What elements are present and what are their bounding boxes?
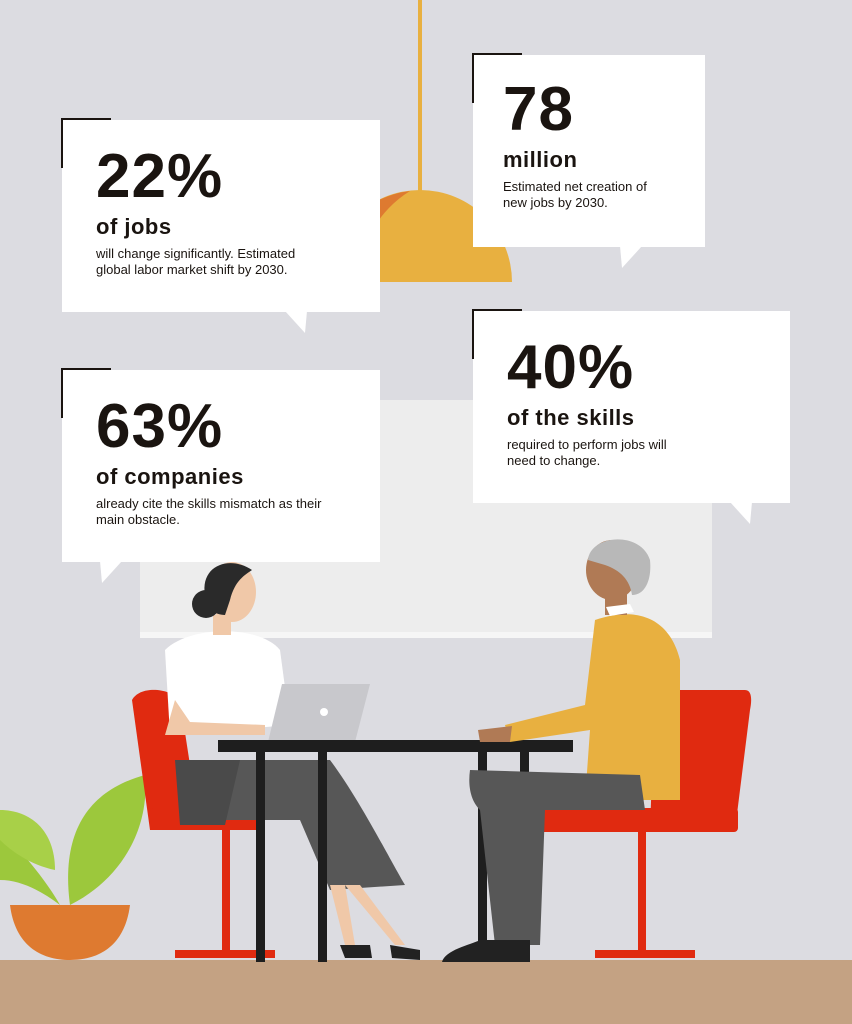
stat-description: will change significantly. Estimated glo… [96, 246, 296, 277]
potted-plant-icon [0, 775, 146, 960]
stat-description: Estimated net creation of new jobs by 20… [503, 179, 647, 210]
speech-tail [730, 502, 752, 524]
woman-figure [165, 562, 420, 960]
stat-description: required to perform jobs will need to ch… [507, 437, 667, 468]
stat-subtitle: of the skills [507, 405, 635, 430]
stat-number: 63% [96, 392, 224, 461]
speech-tail [620, 246, 642, 268]
corner-bracket [472, 53, 522, 103]
stat-subtitle: of jobs [96, 214, 172, 239]
speech-tail [100, 561, 122, 583]
stat-number: 22% [96, 142, 224, 211]
floor [0, 960, 852, 1024]
stat-description: already cite the skills mismatch as thei… [96, 496, 322, 527]
corner-bracket [61, 118, 111, 168]
stat-card-companies: 63% of companies already cite the skills… [61, 368, 380, 562]
speech-tail [285, 311, 307, 333]
man-figure [442, 539, 680, 962]
stat-card-skills: 40% of the skills required to perform jo… [472, 309, 790, 503]
corner-bracket [472, 309, 522, 359]
laptop-icon [268, 684, 370, 742]
corner-bracket [61, 368, 111, 418]
stat-card-jobs-change: 22% of jobs will change significantly. E… [61, 118, 380, 312]
stat-subtitle: million [503, 147, 578, 172]
stat-number: 40% [507, 333, 635, 402]
stat-subtitle: of companies [96, 464, 244, 489]
stat-number: 78 [503, 75, 574, 144]
stat-card-new-jobs: 78 million Estimated net creation of new… [472, 53, 705, 247]
